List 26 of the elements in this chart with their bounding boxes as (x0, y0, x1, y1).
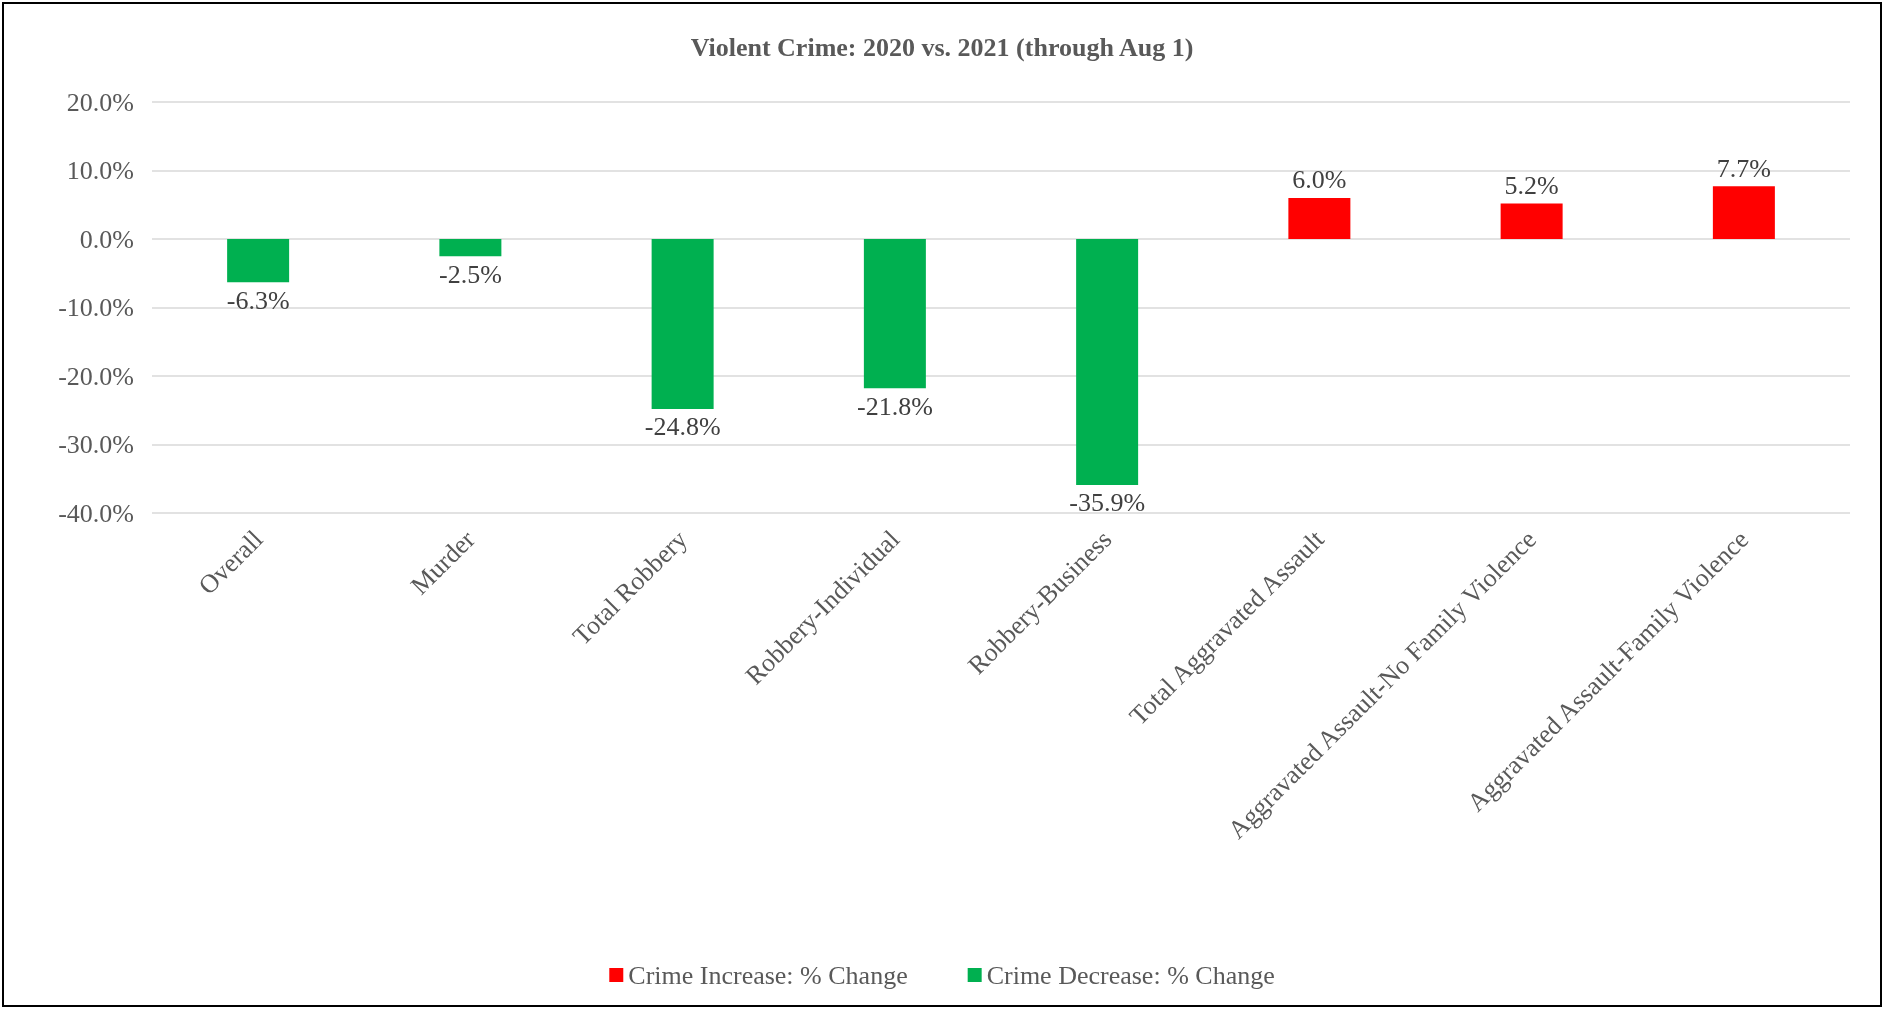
bar (1500, 203, 1563, 239)
bar (651, 239, 714, 409)
data-label: -2.5% (438, 259, 502, 289)
data-label: -21.8% (856, 391, 933, 421)
data-label: 6.0% (1292, 165, 1347, 195)
legend-label: Crime Increase: % Change (628, 960, 908, 990)
data-label: -35.9% (1069, 488, 1146, 518)
data-label: -6.3% (226, 285, 290, 315)
y-tick-label: -10.0% (58, 293, 134, 322)
bar (227, 239, 290, 283)
bar (1712, 186, 1775, 239)
y-tick-label: 10.0% (66, 156, 134, 185)
bar (1076, 239, 1139, 485)
y-tick-label: -30.0% (58, 430, 134, 459)
data-label: -24.8% (644, 412, 721, 442)
data-label: 7.7% (1716, 153, 1771, 183)
bar (1288, 197, 1351, 239)
y-tick-label: -40.0% (58, 498, 134, 528)
data-label: 5.2% (1504, 170, 1559, 200)
chart-title: Violent Crime: 2020 vs. 2021 (through Aug 1) (690, 32, 1194, 62)
y-tick-label: -20.0% (58, 361, 134, 391)
y-tick-label: 0.0% (79, 224, 134, 254)
bar (863, 239, 926, 389)
legend-label: Crime Decrease: % Change (986, 960, 1275, 990)
y-tick-label: 20.0% (66, 87, 134, 117)
bar (439, 239, 502, 257)
